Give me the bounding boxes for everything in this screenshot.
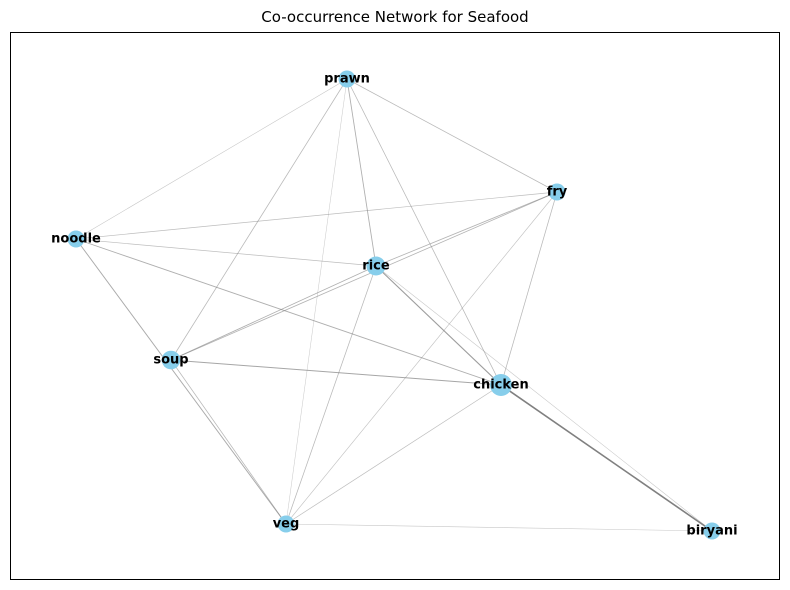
node-label-rice: rice bbox=[362, 259, 390, 274]
node-rice[interactable] bbox=[366, 256, 386, 276]
node-label-biryani: biryani bbox=[686, 524, 737, 539]
node-noodle[interactable] bbox=[67, 230, 85, 248]
node-veg[interactable] bbox=[277, 515, 295, 533]
edge-fry-noodle bbox=[75, 191, 558, 240]
edge-layer bbox=[75, 78, 713, 532]
edge-soup-chicken bbox=[170, 359, 502, 386]
edge-fry-soup bbox=[170, 191, 558, 361]
edge-rice-veg bbox=[285, 265, 377, 525]
node-chicken[interactable] bbox=[490, 374, 512, 396]
edge-chicken-biryani bbox=[500, 384, 713, 532]
edge-rice-biryani bbox=[375, 265, 713, 532]
node-fry[interactable] bbox=[548, 183, 566, 201]
node-layer bbox=[67, 70, 721, 540]
edge-fry-chicken bbox=[500, 191, 558, 386]
chart-title: Co-occurrence Network for Seafood bbox=[261, 8, 529, 26]
edge-noodle-rice bbox=[75, 238, 377, 267]
edge-fry-rice bbox=[375, 191, 558, 267]
node-label-veg: veg bbox=[273, 517, 300, 532]
node-label-soup: soup bbox=[153, 353, 188, 368]
label-layer: prawn fry noodle rice soup chicken veg biryani bbox=[51, 72, 737, 539]
node-label-chicken: chicken bbox=[473, 378, 529, 393]
edge-soup-veg bbox=[170, 359, 287, 525]
edge-noodle-chicken bbox=[75, 238, 502, 386]
edge-rice-soup bbox=[170, 265, 377, 361]
node-label-fry: fry bbox=[547, 185, 568, 200]
edge-prawn-rice bbox=[346, 78, 377, 267]
edge-rice-chicken bbox=[375, 265, 502, 386]
edge-noodle-veg bbox=[75, 238, 287, 525]
plot-frame bbox=[10, 32, 780, 580]
edge-chicken-veg bbox=[285, 384, 502, 525]
edge-prawn-soup bbox=[170, 78, 348, 361]
edge-prawn-fry bbox=[346, 78, 558, 193]
node-prawn[interactable] bbox=[338, 70, 356, 88]
node-biryani[interactable] bbox=[703, 522, 721, 540]
edge-prawn-veg bbox=[285, 78, 348, 525]
node-label-noodle: noodle bbox=[51, 232, 101, 247]
edge-prawn-chicken bbox=[346, 78, 502, 386]
edge-prawn-noodle bbox=[75, 78, 348, 240]
edge-veg-biryani bbox=[285, 523, 713, 532]
node-label-prawn: prawn bbox=[324, 72, 370, 87]
node-soup[interactable] bbox=[161, 350, 181, 370]
